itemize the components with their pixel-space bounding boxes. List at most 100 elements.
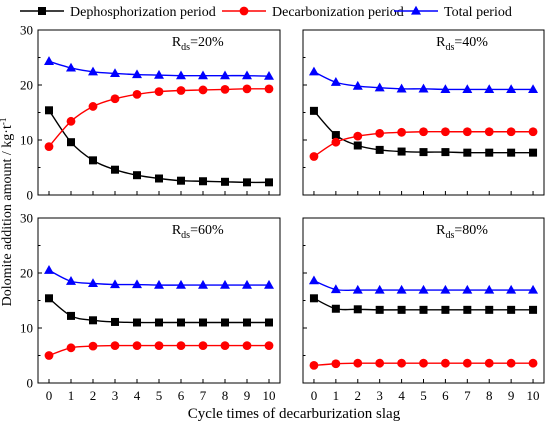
- data-point: [485, 148, 494, 157]
- legend-label: Dephosphorization period: [70, 5, 216, 20]
- data-point: [177, 176, 185, 185]
- panel-label-main: R: [436, 223, 446, 238]
- data-point: [44, 265, 54, 274]
- data-point: [484, 284, 495, 294]
- data-point: [66, 62, 76, 72]
- data-point: [110, 279, 120, 289]
- data-point: [45, 106, 53, 115]
- data-point: [88, 66, 98, 76]
- data-point: [88, 102, 98, 111]
- data-point: [242, 279, 252, 289]
- data-point: [133, 318, 141, 327]
- x-tick-label: 3: [376, 388, 383, 403]
- series: [309, 106, 538, 157]
- data-point: [462, 84, 473, 93]
- x-tick-label: 9: [508, 388, 515, 403]
- x-tick-label: 4: [398, 388, 405, 403]
- panel-label-value: =40%: [454, 35, 488, 50]
- panel-label: Rds=60%: [172, 223, 224, 241]
- data-point: [507, 305, 516, 314]
- data-point: [484, 127, 494, 137]
- series: [309, 294, 538, 314]
- x-tick-label: 10: [527, 388, 540, 403]
- panel-label: Rds=80%: [436, 223, 488, 241]
- data-point: [66, 276, 76, 285]
- panel-label-main: R: [172, 35, 182, 50]
- data-point: [265, 178, 273, 187]
- y-tick-label: 20: [20, 266, 33, 281]
- data-point: [441, 305, 450, 314]
- x-tick-label: 6: [442, 388, 449, 403]
- data-point: [132, 69, 142, 79]
- data-point: [220, 341, 230, 350]
- series: [44, 56, 274, 80]
- data-point: [330, 77, 341, 86]
- legend-label: Total period: [444, 5, 512, 20]
- legend-marker: [411, 5, 421, 15]
- data-point: [88, 341, 98, 351]
- data-point: [309, 152, 319, 161]
- data-point: [309, 106, 318, 115]
- panel: Rds=40%: [302, 29, 545, 196]
- data-point: [154, 341, 164, 350]
- data-point: [264, 279, 274, 289]
- data-point: [506, 127, 516, 137]
- data-point: [111, 317, 119, 326]
- y-tick-label: 10: [20, 133, 33, 148]
- data-point: [374, 284, 385, 294]
- data-point: [375, 145, 384, 154]
- data-point: [220, 70, 230, 80]
- y-tick-label: 0: [27, 376, 34, 391]
- data-point: [199, 177, 207, 186]
- data-point: [462, 358, 472, 368]
- data-point: [375, 305, 384, 314]
- data-point: [353, 358, 363, 368]
- x-tick-label: 8: [486, 388, 493, 403]
- data-point: [264, 84, 274, 94]
- panel-label: Rds=40%: [436, 35, 488, 53]
- data-point: [220, 85, 230, 94]
- data-point: [507, 148, 516, 157]
- data-point: [221, 177, 229, 186]
- data-point: [462, 284, 473, 294]
- data-point: [45, 294, 53, 303]
- data-point: [242, 70, 252, 80]
- x-tick-label: 2: [90, 388, 97, 403]
- data-point: [353, 305, 362, 314]
- data-point: [198, 70, 208, 80]
- data-point: [308, 66, 319, 76]
- data-point: [418, 83, 429, 93]
- data-point: [463, 148, 472, 157]
- data-point: [308, 275, 319, 285]
- series: [44, 84, 274, 152]
- data-point: [529, 305, 538, 314]
- data-point: [397, 127, 406, 137]
- series-line: [48, 109, 270, 184]
- data-point: [132, 341, 142, 350]
- data-point: [44, 351, 54, 360]
- data-point: [66, 116, 76, 126]
- data-point: [419, 358, 428, 368]
- panel-frame: [37, 29, 281, 196]
- legend-item: Dephosphorization period: [20, 5, 216, 20]
- data-point: [419, 148, 428, 157]
- data-point: [331, 304, 340, 313]
- panel-label-value: =80%: [454, 223, 488, 238]
- data-point: [242, 341, 252, 350]
- data-point: [528, 127, 538, 137]
- x-axis-label: Cycle times of decarburization slag: [188, 406, 401, 422]
- y-axis-label-superscript: -1: [0, 118, 8, 126]
- legend-marker: [38, 7, 46, 15]
- x-tick-label: 2: [355, 388, 362, 403]
- data-point: [198, 341, 208, 350]
- panel-frame: [37, 217, 281, 384]
- legend-item: Total period: [394, 5, 512, 20]
- data-point: [133, 171, 141, 180]
- data-point: [419, 127, 428, 137]
- data-point: [198, 85, 208, 95]
- data-point: [154, 69, 164, 79]
- x-tick-label: 7: [464, 388, 471, 403]
- x-tick-label: 10: [263, 388, 276, 403]
